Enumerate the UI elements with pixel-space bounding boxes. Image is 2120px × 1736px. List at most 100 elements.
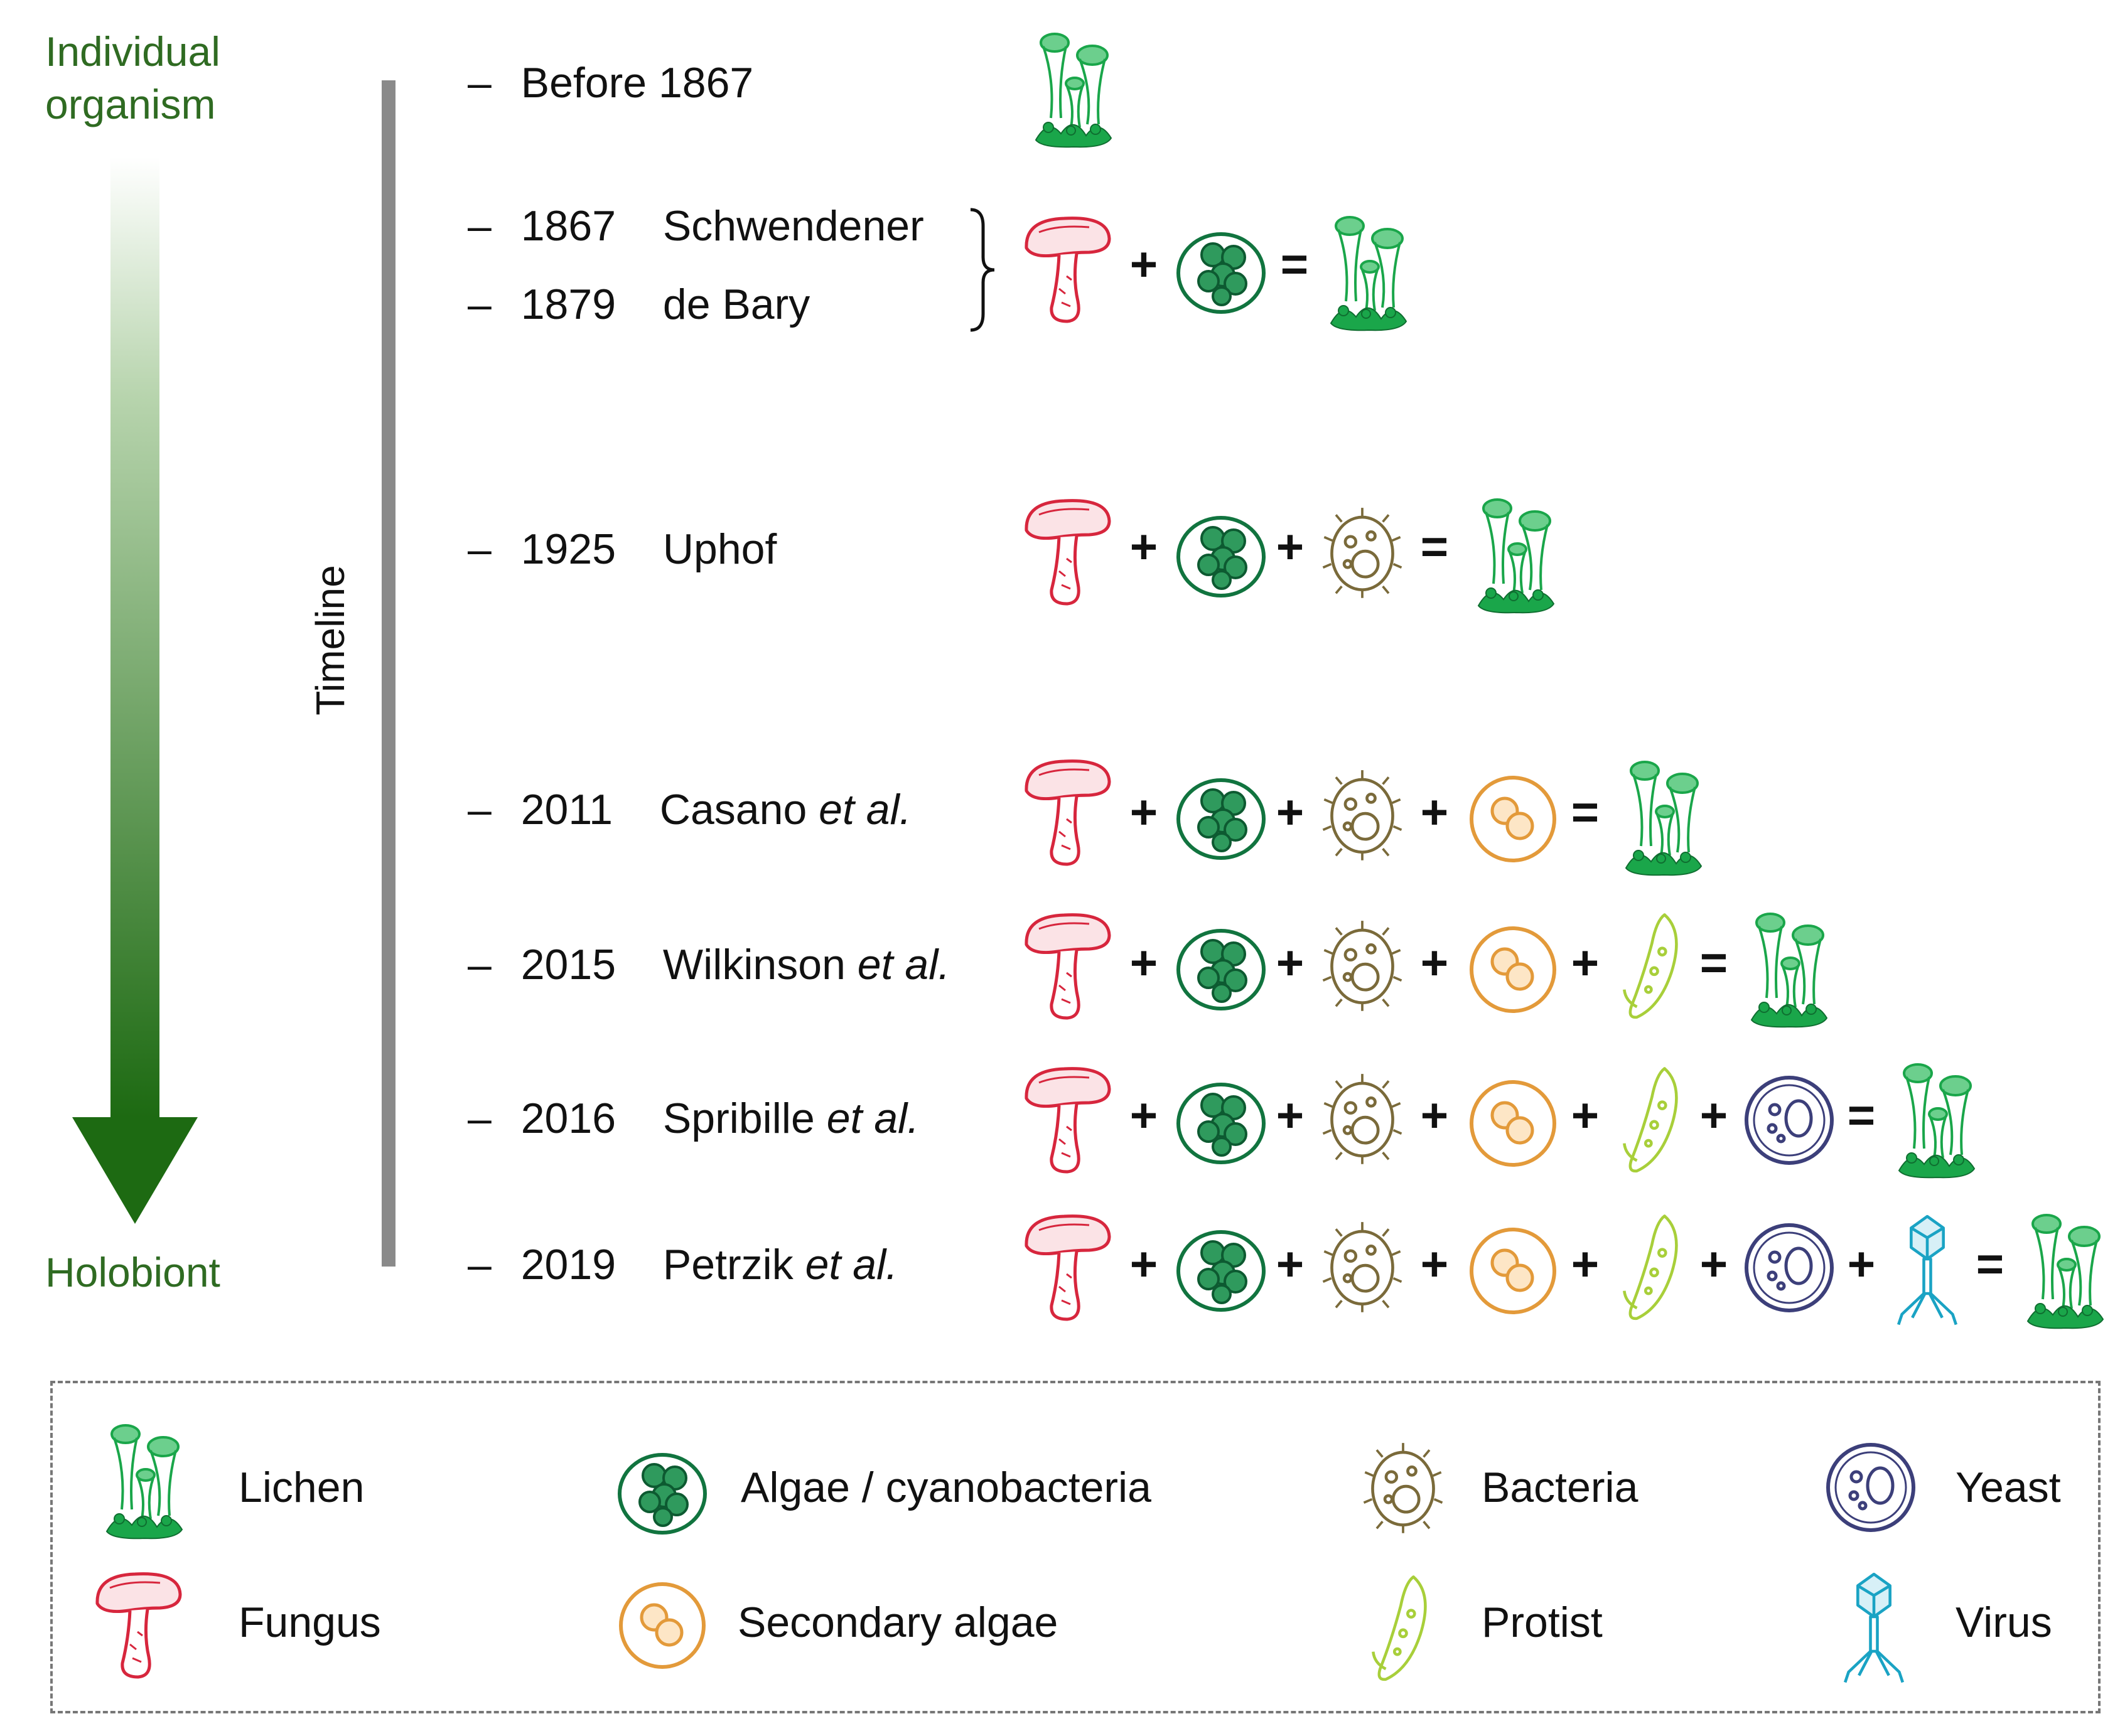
secondary-algae-icon [1466,923,1560,1017]
row-author: de Bary [662,281,810,328]
protist-icon [1620,1208,1689,1327]
plus-operator: + [1276,786,1305,839]
row-2016: – 2016 Spribille et al. [468,1093,919,1144]
row-year: 2011 [520,786,613,833]
plus-operator: + [1571,1089,1600,1142]
gradient-arrow [72,157,198,1224]
row-etal: et al. [805,1241,898,1289]
brace [970,208,995,332]
row-author: Spribille [662,1095,815,1142]
yeast-icon [1824,1440,1918,1535]
row-author: Schwendener [662,202,924,250]
plus-operator: + [1420,786,1449,839]
bacteria-icon [1318,764,1406,865]
row-year: Before 1867 [520,59,754,107]
virus-icon [1839,1569,1908,1685]
algae-icon [1174,1076,1268,1171]
yeast-icon [1742,1221,1836,1315]
bacteria-icon [1318,1216,1406,1317]
row-author: Petrzik [662,1241,794,1289]
individual-label-line2: organism [45,81,216,127]
lichen-icon [1472,490,1560,615]
plus-operator: + [1847,1238,1876,1291]
yeast-icon [1742,1073,1836,1167]
protist-icon [1369,1569,1438,1688]
timeline-bar [382,80,395,1267]
plus-operator: + [1129,1089,1158,1142]
dash: – [468,1095,492,1142]
equals-operator: = [1420,520,1449,574]
individual-label-line1: Individual [45,28,220,75]
virus-icon [1893,1211,1962,1327]
bacteria-icon [1318,502,1406,603]
plus-operator: + [1699,1089,1728,1142]
row-year: 1879 [520,281,616,328]
plus-operator: + [1129,520,1158,574]
plus-operator: + [1129,786,1158,839]
row-2015: – 2015 Wilkinson et al. [468,940,950,990]
row-1879: – 1879 de Bary [468,279,810,330]
algae-icon [1174,1224,1268,1318]
legend-yeast: Yeast [1956,1464,2061,1511]
legend-protist: Protist [1482,1599,1603,1646]
plus-operator: + [1129,936,1158,990]
timeline-label: Timeline [308,565,353,715]
dash: – [468,525,492,573]
dash: – [468,941,492,989]
equals-operator: = [1280,238,1309,291]
row-year: 2015 [520,941,616,989]
algae-icon [615,1447,709,1541]
equals-operator: = [1571,786,1600,839]
legend-box [50,1381,2101,1713]
row-author: Casano [659,786,807,833]
row-1867: – 1867 Schwendener [468,201,924,251]
row-year: 2016 [520,1095,616,1142]
fungus-icon [1020,213,1114,326]
dash: – [468,1241,492,1289]
legend-fungus: Fungus [239,1599,381,1646]
individual-organism-label: Individual organism [45,25,259,131]
row-before-1867: – Before 1867 [468,58,753,108]
secondary-algae-icon [1466,1076,1560,1171]
equals-operator: = [1976,1238,2004,1291]
secondary-algae-icon [1466,1224,1560,1318]
dash: – [468,786,492,833]
legend-virus: Virus [1956,1599,2052,1646]
row-author: Uphof [662,525,777,573]
lichen-icon [1030,24,1117,149]
legend-algae: Algae / cyanobacteria [741,1464,1151,1511]
plus-operator: + [1571,1238,1600,1291]
row-1925: – 1925 Uphof [468,524,777,574]
plus-operator: + [1420,1089,1449,1142]
secondary-algae-icon [615,1578,709,1673]
fungus-icon [1020,910,1114,1023]
lichen-icon [1745,904,1833,1029]
protist-icon [1620,907,1689,1026]
fungus-icon [1020,756,1114,869]
dash: – [468,202,492,250]
bacteria-icon [1359,1437,1447,1538]
lichen-icon [1620,752,1708,877]
plus-operator: + [1129,1238,1158,1291]
dash: – [468,281,492,328]
holobiont-label: Holobiont [45,1249,220,1295]
row-etal: et al. [857,941,950,989]
bacteria-icon [1318,915,1406,1015]
fungus-icon [1020,1064,1114,1177]
algae-icon [1174,510,1268,604]
algae-icon [1174,923,1268,1017]
row-year: 1867 [520,202,616,250]
row-year: 1925 [520,525,616,573]
algae-icon [1174,772,1268,866]
lichen-icon [1325,207,1412,333]
equals-operator: = [1847,1089,1876,1142]
legend-lichen: Lichen [239,1464,365,1511]
algae-icon [1174,226,1268,320]
plus-operator: + [1129,238,1158,291]
plus-operator: + [1699,1238,1728,1291]
legend-secondary-algae: Secondary algae [738,1599,1058,1646]
equals-operator: = [1699,936,1728,990]
plus-operator: + [1276,1089,1305,1142]
row-year: 2019 [520,1241,616,1289]
row-2019: – 2019 Petrzik et al. [468,1240,898,1290]
